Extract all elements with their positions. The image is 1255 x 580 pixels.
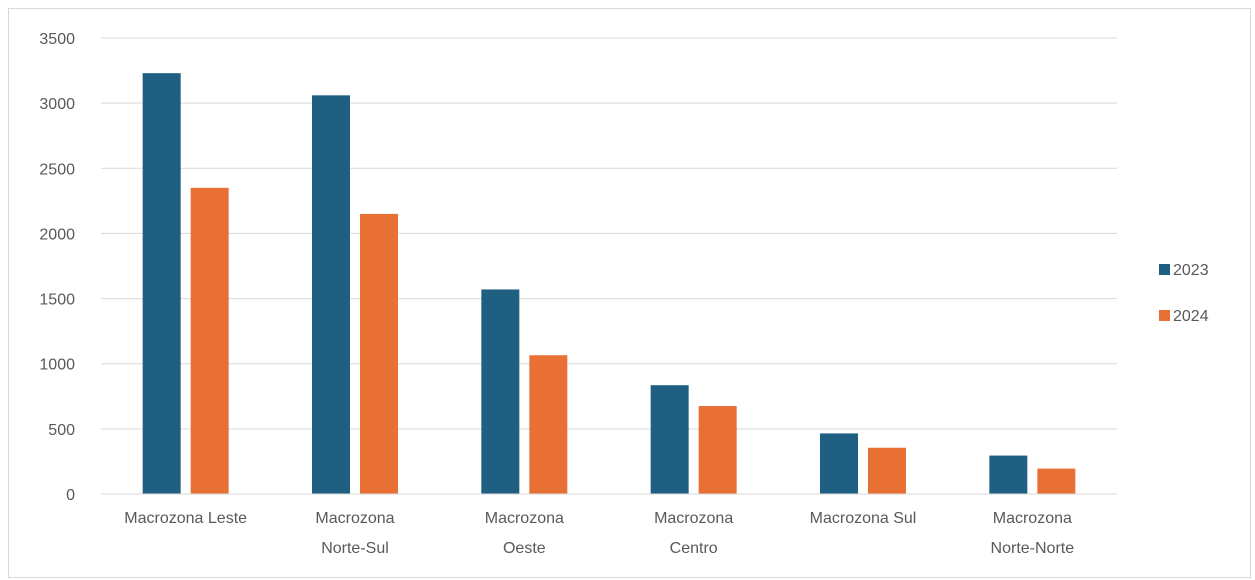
y-tick-label: 1500 xyxy=(39,292,75,309)
bar-2024 xyxy=(529,355,568,494)
x-category-label: Norte-Norte xyxy=(991,540,1075,557)
y-tick-label: 3000 xyxy=(39,96,75,113)
bar-2024 xyxy=(698,406,737,494)
legend-swatch-2023 xyxy=(1159,264,1170,275)
bar-2024 xyxy=(868,447,906,494)
bar-2024 xyxy=(190,187,229,495)
bar-2023 xyxy=(142,73,181,495)
gridlines xyxy=(101,37,1117,430)
x-axis-category-labels: Macrozona Leste Macrozona Norte-Sul Macrozo… xyxy=(124,510,1074,557)
bar-2023 xyxy=(650,385,689,494)
y-tick-label: 3500 xyxy=(39,31,75,48)
y-tick-label: 1000 xyxy=(39,357,75,374)
x-category-label: Macrozona Leste xyxy=(124,510,247,527)
bar-chart: 0 500 1000 1500 2000 2500 3000 3500 Macrozona L… xyxy=(39,31,1209,557)
bar-2023 xyxy=(820,433,858,494)
x-category-label: Macrozona xyxy=(315,510,394,527)
bar-2023 xyxy=(989,455,1028,494)
y-axis-tick-labels: 0 500 1000 1500 2000 2500 3000 3500 xyxy=(39,31,75,504)
x-category-label: Macrozona xyxy=(654,510,733,527)
legend-label-2023: 2023 xyxy=(1173,262,1209,279)
x-category-label: Macrozona Sul xyxy=(810,510,917,527)
chart-frame: 0 500 1000 1500 2000 2500 3000 3500 Macrozona L… xyxy=(8,8,1251,578)
y-tick-label: 2000 xyxy=(39,226,75,243)
bar-2023 xyxy=(312,95,350,494)
bar-2024 xyxy=(360,213,398,494)
x-category-label: Macrozona xyxy=(485,510,564,527)
x-category-label: Macrozona xyxy=(993,510,1072,527)
bar-2024 xyxy=(1037,468,1076,494)
y-tick-label: 0 xyxy=(66,487,75,504)
bars xyxy=(142,73,1076,495)
x-category-label: Oeste xyxy=(503,540,546,557)
bar-2023 xyxy=(481,289,520,494)
y-tick-label: 2500 xyxy=(39,161,75,178)
x-category-label: Centro xyxy=(670,540,718,557)
y-tick-label: 500 xyxy=(48,422,75,439)
legend: 2023 2024 xyxy=(1159,262,1209,325)
legend-label-2024: 2024 xyxy=(1173,308,1209,325)
x-category-label: Norte-Sul xyxy=(321,540,389,557)
legend-swatch-2024 xyxy=(1159,310,1170,321)
